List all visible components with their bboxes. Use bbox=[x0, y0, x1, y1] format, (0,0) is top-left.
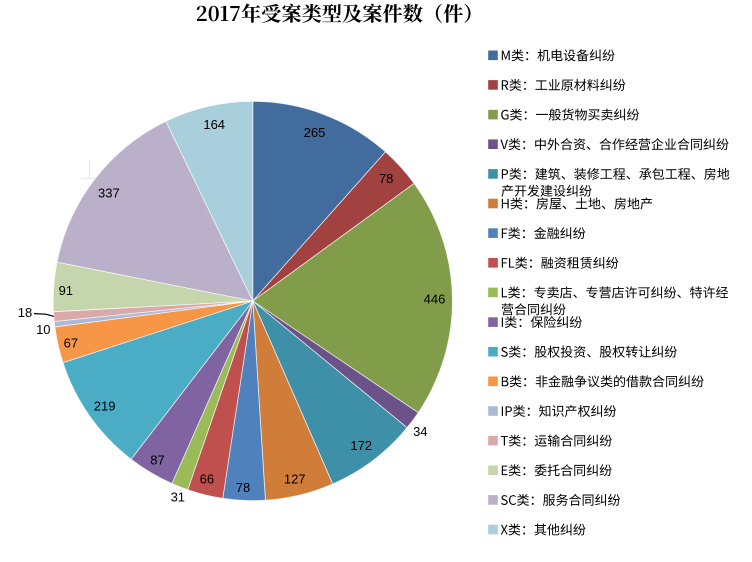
svg-text:78: 78 bbox=[236, 480, 250, 495]
svg-text:91: 91 bbox=[59, 283, 73, 298]
svg-text:10: 10 bbox=[36, 322, 50, 337]
svg-text:164: 164 bbox=[203, 117, 225, 132]
svg-text:31: 31 bbox=[171, 489, 185, 504]
svg-text:18: 18 bbox=[18, 305, 32, 320]
svg-text:127: 127 bbox=[284, 471, 306, 486]
svg-text:34: 34 bbox=[413, 424, 427, 439]
svg-text:219: 219 bbox=[94, 399, 116, 414]
svg-text:172: 172 bbox=[350, 438, 372, 453]
svg-text:67: 67 bbox=[64, 335, 78, 350]
svg-text:78: 78 bbox=[379, 171, 393, 186]
svg-text:265: 265 bbox=[304, 125, 326, 140]
svg-text:66: 66 bbox=[200, 471, 214, 486]
svg-text:87: 87 bbox=[150, 452, 164, 467]
svg-text:446: 446 bbox=[424, 292, 446, 307]
svg-text:337: 337 bbox=[98, 185, 120, 200]
